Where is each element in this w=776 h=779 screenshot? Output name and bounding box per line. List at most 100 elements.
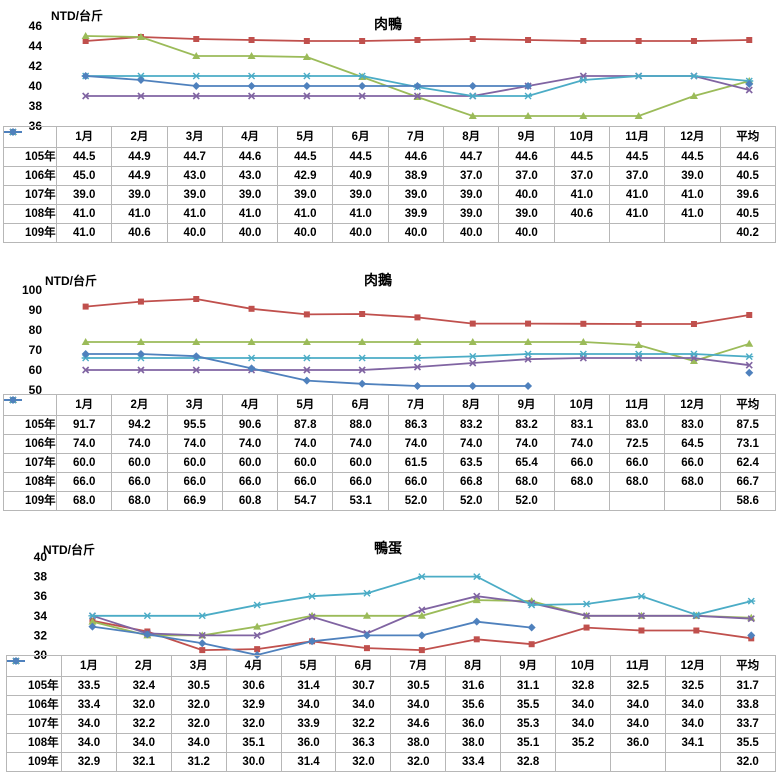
data-point [689, 357, 698, 364]
data-point [524, 382, 533, 390]
data-point [137, 366, 145, 374]
data-point [469, 359, 477, 367]
legend-marker-icon [3, 128, 24, 219]
table-cell: 64.5 [664, 434, 721, 454]
table-cell: 39.0 [664, 166, 721, 186]
data-point [524, 82, 533, 90]
table-cell: 39.6 [719, 185, 776, 205]
table-cell: 35.1 [500, 733, 557, 753]
data-point [247, 72, 256, 80]
table-cell: 40.0 [221, 223, 279, 243]
legend-marker-icon [3, 127, 24, 181]
table-cell: 34.0 [555, 695, 611, 715]
y-tick-label: 40 [34, 550, 48, 564]
legend-entry: 106年 [6, 656, 62, 715]
y-tick-label: 32 [34, 628, 48, 642]
month-header: 8月 [443, 394, 500, 416]
data-point [414, 37, 421, 43]
table-cell: 32.0 [170, 695, 227, 715]
table-cell: 35.5 [500, 695, 557, 715]
legend-entry: 107年 [3, 127, 57, 205]
series-name: 107年 [28, 718, 59, 730]
data-point [413, 382, 422, 390]
table-cell: 68.0 [553, 472, 610, 492]
data-point [358, 82, 367, 90]
data-point [302, 82, 311, 90]
month-header: 8月 [443, 126, 500, 148]
series-name: 109年 [25, 495, 56, 507]
table-cell: 72.5 [608, 434, 666, 454]
month-header: 5月 [277, 394, 334, 416]
y-tick-label: 60 [29, 363, 43, 377]
table-cell: 39.0 [277, 185, 334, 205]
chart-title: 鴨蛋 [374, 540, 402, 556]
table-row: 108年 66.0 66.0 66.0 66.0 66.0 66.0 66.0 66.8 68.0… [3, 396, 776, 492]
month-header: 10月 [555, 655, 611, 677]
data-point [579, 76, 588, 84]
data-point [634, 112, 643, 119]
data-point [473, 636, 480, 643]
table-cell: 68.0 [55, 491, 113, 511]
data-point [524, 355, 532, 363]
legend-marker-icon [6, 656, 27, 767]
table-row: 106年 33.4 32.0 32.0 32.9 34.0 34.0 34.0 35.6 35.5… [6, 656, 776, 715]
table-cell [553, 491, 610, 511]
table-cell: 68.0 [664, 472, 721, 492]
table-cell: 33.4 [61, 695, 117, 715]
table-cell: 37.0 [498, 166, 555, 186]
table-cell: 40.5 [719, 204, 776, 224]
table-cell: 39.0 [221, 185, 279, 205]
table-cell: 44.6 [498, 147, 555, 167]
legend-marker-icon [3, 395, 24, 468]
data-point [248, 305, 255, 312]
table-cell: 43.0 [166, 166, 223, 186]
table-cell: 41.0 [166, 204, 223, 224]
legend-entry: 107年 [6, 656, 62, 734]
table-cell: 74.0 [55, 434, 113, 454]
data-point [143, 630, 152, 639]
table-cell: 60.0 [277, 453, 334, 473]
table-cell: 68.0 [111, 491, 168, 511]
data-point [192, 352, 201, 361]
data-point [362, 611, 371, 619]
data-point [413, 363, 422, 371]
table-cell: 60.0 [221, 453, 279, 473]
table-row: 107年 34.0 32.2 32.0 32.0 33.9 32.2 34.6 36.0 35.3… [6, 656, 776, 734]
data-point [358, 72, 367, 80]
table-row: 105年 33.5 32.4 30.5 30.6 31.4 30.7 30.5 31.6 31.1… [6, 657, 776, 696]
table-row: 108年 41.0 41.0 41.0 41.0 41.0 41.0 39.9 39.0 39.0… [3, 128, 776, 224]
data-point [692, 611, 701, 619]
data-point [247, 364, 256, 373]
table-cell: 74.0 [277, 434, 334, 454]
data-point [579, 112, 588, 119]
data-point [527, 623, 536, 632]
table-cell: 40.0 [498, 185, 555, 205]
data-point [747, 631, 756, 640]
data-point [745, 353, 754, 361]
table-cell: 35.6 [445, 695, 502, 715]
data-point [580, 38, 587, 44]
table-cell: 40.2 [719, 223, 776, 243]
legend-marker-icon [3, 396, 24, 430]
goose-chart: 50 60 70 80 90 100 [22, 283, 754, 397]
table-cell: 31.4 [280, 752, 337, 772]
month-header: 1月 [55, 126, 113, 148]
data-point [634, 72, 643, 80]
data-point [359, 311, 366, 317]
table-cell: 31.1 [500, 676, 557, 696]
data-point [524, 92, 533, 100]
table-cell: 39.9 [387, 204, 445, 224]
data-point [88, 622, 97, 631]
table-cell: 41.0 [608, 185, 666, 205]
table-cell: 63.5 [443, 453, 500, 473]
duck-egg-panel: NTD/台斤 鴨蛋 30 32 34 36 38 40 1月 2月 3月 4月 5月 6月 7月 8月 9… [0, 530, 776, 779]
data-point [82, 303, 89, 310]
series-name: 108年 [25, 208, 56, 220]
table-cell [664, 491, 721, 511]
data-point [143, 612, 152, 620]
table-row: 106年 74.0 74.0 74.0 74.0 74.0 74.0 74.0 74.0 74.0… [3, 395, 776, 454]
data-point [136, 350, 145, 358]
table-cell: 66.7 [719, 472, 776, 492]
data-point [472, 617, 481, 626]
table-cell: 74.0 [498, 434, 555, 454]
